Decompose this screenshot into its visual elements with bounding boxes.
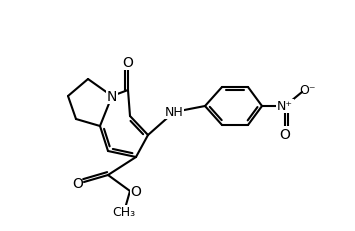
Text: N⁺: N⁺ bbox=[277, 100, 293, 113]
Text: CH₃: CH₃ bbox=[113, 206, 136, 219]
Text: O: O bbox=[122, 56, 133, 70]
Text: O: O bbox=[280, 128, 290, 141]
Text: O: O bbox=[131, 184, 141, 198]
Text: NH: NH bbox=[165, 106, 184, 119]
Text: N: N bbox=[107, 90, 117, 103]
Text: O: O bbox=[72, 176, 83, 190]
Text: O⁻: O⁻ bbox=[300, 84, 316, 97]
